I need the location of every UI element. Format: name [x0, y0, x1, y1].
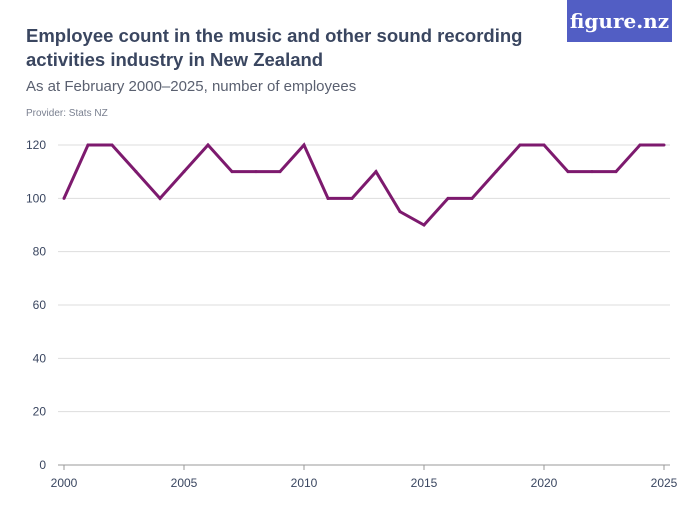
data-point [374, 170, 378, 174]
x-tick-label: 2015 [411, 476, 438, 490]
data-point [350, 196, 354, 200]
data-point [134, 170, 138, 174]
data-point [230, 170, 234, 174]
y-tick-label: 20 [33, 405, 47, 419]
data-point [326, 196, 330, 200]
y-tick-label: 0 [39, 458, 46, 472]
x-tick-label: 2020 [531, 476, 558, 490]
y-tick-label: 120 [26, 138, 46, 152]
x-tick-label: 2010 [291, 476, 318, 490]
data-point [182, 170, 186, 174]
figure-nz-logo[interactable]: figure.nz [567, 0, 672, 42]
data-point [110, 143, 114, 147]
chart-subtitle: As at February 2000–2025, number of empl… [26, 78, 357, 95]
data-point [398, 210, 402, 214]
data-point [278, 170, 282, 174]
data-point [638, 143, 642, 147]
data-point [62, 196, 66, 200]
y-tick-label: 40 [33, 351, 47, 365]
data-point [542, 143, 546, 147]
y-tick-label: 100 [26, 191, 46, 205]
x-tick-label: 2000 [51, 476, 78, 490]
data-point [254, 170, 258, 174]
x-tick-label: 2025 [651, 476, 678, 490]
data-point [494, 170, 498, 174]
y-tick-label: 60 [33, 298, 47, 312]
data-point [302, 143, 306, 147]
data-point [590, 170, 594, 174]
data-point [470, 196, 474, 200]
y-tick-label: 80 [33, 245, 47, 259]
data-point [662, 143, 666, 147]
data-point [86, 143, 90, 147]
data-point [614, 170, 618, 174]
data-point [446, 196, 450, 200]
x-tick-label: 2005 [171, 476, 198, 490]
provider-label: Provider: Stats NZ [26, 108, 108, 119]
data-point [422, 223, 426, 227]
data-point [518, 143, 522, 147]
data-point [158, 196, 162, 200]
data-line [62, 142, 664, 227]
chart-title: Employee count in the music and other so… [26, 25, 523, 70]
data-point [206, 143, 210, 147]
data-point [566, 170, 570, 174]
